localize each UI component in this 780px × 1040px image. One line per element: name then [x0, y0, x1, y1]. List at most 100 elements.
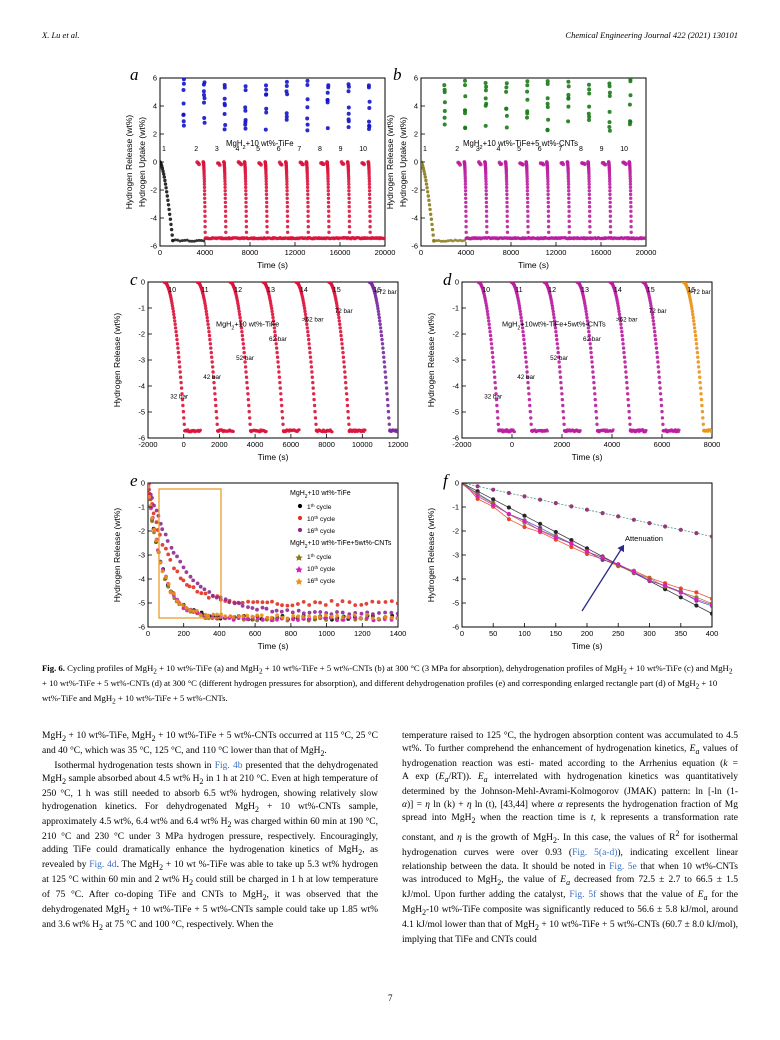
svg-text:8000: 8000 [704, 440, 721, 449]
svg-text:8000: 8000 [242, 248, 259, 257]
svg-text:9: 9 [600, 146, 604, 153]
svg-text:-2: -2 [452, 330, 459, 339]
svg-text:72 bar: 72 bar [649, 308, 667, 315]
svg-text:0: 0 [455, 278, 459, 287]
svg-text:-3: -3 [138, 356, 145, 365]
svg-text:16000: 16000 [591, 248, 612, 257]
svg-text:Time (s): Time (s) [258, 641, 289, 651]
svg-text:7: 7 [297, 146, 301, 153]
svg-text:6000: 6000 [283, 440, 300, 449]
svg-text:15: 15 [333, 285, 341, 294]
svg-text:14: 14 [614, 285, 622, 294]
svg-text:400: 400 [213, 629, 226, 638]
svg-text:2000: 2000 [554, 440, 571, 449]
svg-text:-6: -6 [138, 623, 145, 632]
svg-text:Time (s): Time (s) [257, 260, 288, 270]
svg-text:Time (s): Time (s) [572, 641, 603, 651]
svg-text:300: 300 [643, 629, 656, 638]
svg-text:0: 0 [510, 440, 514, 449]
svg-text:-4: -4 [138, 575, 145, 584]
svg-text:>72 bar: >72 bar [689, 289, 711, 296]
svg-text:0: 0 [455, 479, 459, 488]
svg-text:-5: -5 [452, 408, 459, 417]
svg-text:-6: -6 [411, 242, 418, 251]
svg-text:12000: 12000 [285, 248, 306, 257]
svg-text:>62 bar: >62 bar [616, 317, 638, 324]
svg-text:4000: 4000 [604, 440, 621, 449]
svg-text:2000: 2000 [211, 440, 228, 449]
svg-text:Hydrogen Release (wt%): Hydrogen Release (wt%) [124, 115, 134, 210]
svg-text:Time (s): Time (s) [258, 452, 289, 462]
svg-text:42 bar: 42 bar [203, 374, 221, 381]
svg-text:8000: 8000 [318, 440, 335, 449]
svg-text:-1: -1 [452, 503, 459, 512]
svg-text:Hydrogen Uptake (wt%): Hydrogen Uptake (wt%) [137, 117, 147, 207]
svg-text:-2: -2 [452, 527, 459, 536]
svg-text:800: 800 [285, 629, 298, 638]
svg-text:10th cycle: 10th cycle [307, 515, 335, 524]
svg-text:42 bar: 42 bar [517, 374, 535, 381]
svg-text:-6: -6 [150, 242, 157, 251]
svg-text:11: 11 [515, 285, 522, 294]
svg-text:50: 50 [489, 629, 497, 638]
svg-text:-6: -6 [138, 434, 145, 443]
svg-text:-5: -5 [138, 599, 145, 608]
svg-text:-4: -4 [452, 575, 459, 584]
svg-text:62 bar: 62 bar [269, 336, 287, 343]
svg-text:Time (s): Time (s) [572, 452, 603, 462]
svg-text:200: 200 [581, 629, 594, 638]
svg-text:52 bar: 52 bar [236, 355, 254, 362]
svg-text:-4: -4 [411, 214, 418, 223]
svg-text:1400: 1400 [390, 629, 407, 638]
svg-text:12000: 12000 [388, 440, 409, 449]
svg-text:-1: -1 [138, 503, 145, 512]
svg-text:0: 0 [158, 248, 162, 257]
svg-text:-5: -5 [452, 599, 459, 608]
svg-text:200: 200 [177, 629, 190, 638]
svg-text:6000: 6000 [654, 440, 671, 449]
svg-text:0: 0 [141, 479, 145, 488]
svg-text:12000: 12000 [546, 248, 567, 257]
svg-text:250: 250 [612, 629, 625, 638]
svg-text:-2: -2 [411, 186, 418, 195]
svg-text:1: 1 [162, 146, 166, 153]
svg-text:0: 0 [182, 440, 186, 449]
svg-text:15: 15 [647, 285, 655, 294]
svg-text:Hydrogen Release (wt%): Hydrogen Release (wt%) [385, 115, 395, 210]
svg-text:Attenuation: Attenuation [625, 534, 663, 543]
svg-text:-2: -2 [150, 186, 157, 195]
svg-text:1200: 1200 [354, 629, 371, 638]
svg-text:0: 0 [414, 158, 418, 167]
svg-text:12: 12 [548, 285, 556, 294]
svg-text:600: 600 [249, 629, 262, 638]
svg-text:10: 10 [482, 285, 490, 294]
svg-text:4000: 4000 [247, 440, 264, 449]
svg-text:>72 bar: >72 bar [375, 289, 397, 296]
svg-text:2: 2 [455, 146, 459, 153]
svg-text:-1: -1 [452, 304, 459, 313]
svg-text:8000: 8000 [503, 248, 520, 257]
svg-text:-4: -4 [452, 382, 459, 391]
svg-text:10: 10 [359, 146, 367, 153]
svg-text:400: 400 [706, 629, 719, 638]
svg-text:-6: -6 [452, 623, 459, 632]
svg-text:0: 0 [460, 629, 464, 638]
svg-text:Hydrogen Release (wt%): Hydrogen Release (wt%) [426, 508, 436, 603]
svg-text:-2: -2 [138, 527, 145, 536]
svg-text:16th cycle: 16th cycle [307, 527, 335, 536]
svg-text:>62 bar: >62 bar [302, 317, 324, 324]
svg-text:-5: -5 [138, 408, 145, 417]
svg-text:-4: -4 [150, 214, 157, 223]
svg-text:20000: 20000 [375, 248, 396, 257]
svg-text:-3: -3 [452, 551, 459, 560]
svg-text:2: 2 [153, 130, 157, 139]
svg-text:10th cycle: 10th cycle [307, 565, 335, 574]
svg-text:Hydrogen Release (wt%): Hydrogen Release (wt%) [112, 313, 122, 408]
svg-text:4000: 4000 [197, 248, 214, 257]
svg-text:-4: -4 [138, 382, 145, 391]
svg-text:150: 150 [550, 629, 563, 638]
svg-text:6: 6 [153, 74, 157, 83]
svg-text:10: 10 [620, 146, 628, 153]
svg-text:Hydrogen Release (wt%): Hydrogen Release (wt%) [426, 313, 436, 408]
svg-text:16th cycle: 16th cycle [307, 577, 335, 586]
